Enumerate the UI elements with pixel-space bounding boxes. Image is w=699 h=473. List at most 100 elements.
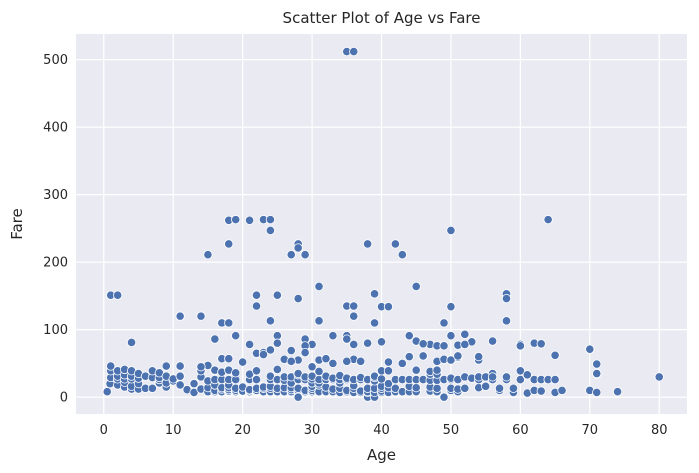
data-point <box>349 311 359 321</box>
data-point <box>224 239 234 249</box>
data-point <box>376 337 387 347</box>
data-point <box>272 364 282 375</box>
data-point <box>411 365 421 375</box>
x-tick-label: 30 <box>304 423 321 438</box>
data-point <box>175 361 185 371</box>
data-point <box>265 215 276 225</box>
data-point <box>272 338 282 348</box>
data-point <box>238 357 248 367</box>
data-point <box>383 302 394 312</box>
data-point <box>557 385 567 395</box>
data-point <box>175 311 185 321</box>
scatter-points <box>102 46 664 402</box>
y-axis-label: Fare <box>8 208 26 240</box>
data-point <box>536 339 546 349</box>
data-point <box>550 374 560 385</box>
data-point <box>300 250 310 260</box>
data-point <box>251 374 262 385</box>
data-point <box>474 352 484 362</box>
data-point <box>460 329 470 339</box>
data-point <box>251 301 262 311</box>
data-point <box>251 366 262 376</box>
data-point <box>231 368 241 378</box>
data-point <box>418 339 428 349</box>
data-point <box>102 387 112 397</box>
data-point <box>397 358 407 368</box>
data-point <box>439 392 449 402</box>
x-tick-label: 50 <box>443 423 460 438</box>
data-point <box>397 250 407 260</box>
data-point <box>286 345 296 356</box>
data-point <box>251 290 262 300</box>
x-tick-label: 80 <box>651 423 668 438</box>
data-point <box>349 46 359 57</box>
data-point <box>349 339 359 350</box>
y-tick-label: 100 <box>43 323 68 338</box>
data-point <box>446 331 456 341</box>
data-point <box>390 239 400 249</box>
data-point <box>321 354 331 364</box>
data-point <box>432 365 442 375</box>
data-point <box>404 352 414 362</box>
data-point <box>314 366 324 377</box>
data-point <box>196 362 206 372</box>
data-point <box>494 383 505 393</box>
data-point <box>126 337 137 348</box>
data-point <box>175 371 185 381</box>
data-point <box>501 372 512 382</box>
grid-lines <box>76 34 687 414</box>
data-point <box>314 281 324 292</box>
data-point <box>460 339 470 350</box>
data-point <box>286 356 296 366</box>
data-point <box>363 239 373 249</box>
x-tick-labels: 0 10 20 30 40 50 60 70 80 <box>100 423 668 438</box>
data-point <box>612 387 623 397</box>
data-point <box>501 316 512 326</box>
data-point <box>265 345 276 355</box>
data-point <box>515 366 525 376</box>
data-point <box>106 361 116 371</box>
y-tick-label: 200 <box>43 256 68 271</box>
data-point <box>543 215 553 225</box>
y-tick-label: 300 <box>43 188 68 203</box>
data-point <box>654 372 664 382</box>
data-point <box>383 357 394 367</box>
data-point <box>508 383 519 393</box>
data-point <box>189 379 199 389</box>
data-point <box>161 361 171 371</box>
y-tick-label: 0 <box>60 391 68 406</box>
data-point <box>453 351 463 361</box>
data-point <box>210 334 220 344</box>
data-point <box>349 301 359 311</box>
data-point <box>342 356 352 366</box>
y-tick-label: 400 <box>43 121 68 136</box>
y-tick-label: 500 <box>43 53 68 68</box>
x-tick-label: 20 <box>234 423 251 438</box>
data-point <box>460 383 470 393</box>
data-point <box>439 318 449 328</box>
x-tick-label: 60 <box>512 423 529 438</box>
data-point <box>404 331 414 341</box>
data-point <box>592 368 602 379</box>
data-point <box>196 311 206 321</box>
data-point <box>446 355 456 365</box>
data-point <box>244 215 255 225</box>
data-point <box>383 366 394 376</box>
data-point <box>411 281 421 292</box>
data-point <box>369 318 380 328</box>
data-point <box>293 293 303 304</box>
y-tick-labels: 0 100 200 300 400 500 <box>43 53 68 405</box>
x-tick-label: 0 <box>100 423 108 438</box>
data-point <box>501 293 512 304</box>
data-point <box>147 383 157 393</box>
data-point <box>328 358 338 368</box>
data-point <box>286 250 296 260</box>
data-point <box>481 381 491 391</box>
data-point <box>536 386 546 396</box>
data-point <box>522 370 532 380</box>
data-point <box>515 341 525 351</box>
data-point <box>432 383 442 393</box>
chart-title: Scatter Plot of Age vs Fare <box>283 9 481 27</box>
data-point <box>328 331 338 341</box>
